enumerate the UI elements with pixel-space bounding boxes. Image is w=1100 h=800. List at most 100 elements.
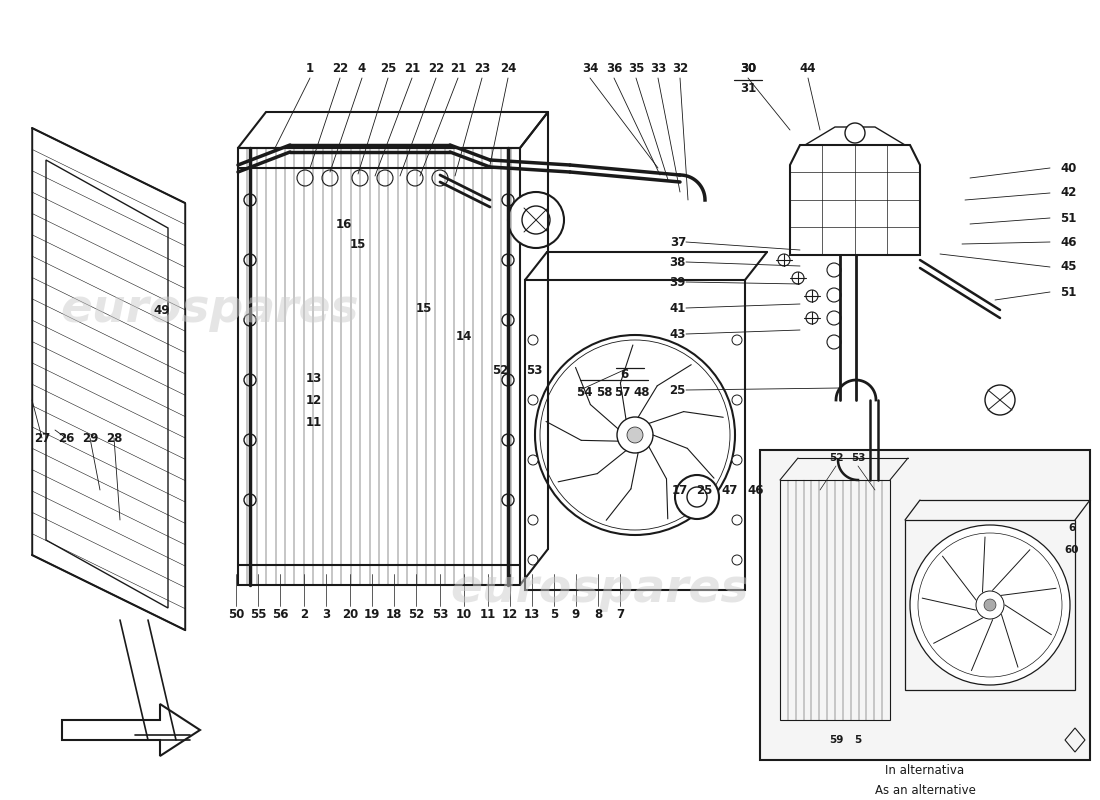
Circle shape [502,494,514,506]
Circle shape [732,335,742,345]
Circle shape [845,123,865,143]
Text: 2: 2 [300,607,308,621]
Text: 13: 13 [306,371,322,385]
Text: 25: 25 [696,483,712,497]
Circle shape [244,434,256,446]
Circle shape [627,427,644,443]
Circle shape [352,170,368,186]
Circle shape [827,335,842,349]
Circle shape [827,263,842,277]
Text: 52: 52 [408,607,425,621]
Text: 1: 1 [306,62,315,74]
Text: 18: 18 [386,607,403,621]
Text: 10: 10 [455,607,472,621]
Circle shape [732,455,742,465]
Circle shape [502,374,514,386]
Circle shape [508,192,564,248]
Text: 32: 32 [672,62,689,74]
Circle shape [297,170,313,186]
Text: 47: 47 [722,483,738,497]
Text: 25: 25 [379,62,396,74]
Circle shape [502,434,514,446]
Text: 12: 12 [502,607,518,621]
Text: 53: 53 [850,453,866,463]
Circle shape [407,170,424,186]
Text: 35: 35 [628,62,645,74]
Circle shape [244,254,256,266]
Text: 52: 52 [828,453,844,463]
Text: 4: 4 [358,62,366,74]
Text: 25: 25 [670,383,686,397]
Circle shape [827,311,842,325]
Text: 29: 29 [81,431,98,445]
Circle shape [522,206,550,234]
Text: 20: 20 [342,607,359,621]
Text: eurospares: eurospares [451,567,749,613]
Text: 11: 11 [306,415,322,429]
Text: 31: 31 [740,82,756,94]
Text: 51: 51 [1060,286,1077,298]
Text: 30: 30 [740,62,756,74]
Circle shape [806,312,818,324]
Text: 11: 11 [480,607,496,621]
Text: eurospares: eurospares [60,287,360,333]
Text: 38: 38 [670,255,686,269]
Circle shape [502,314,514,326]
Text: 56: 56 [272,607,288,621]
Circle shape [732,515,742,525]
Text: 6: 6 [620,369,628,382]
Text: 46: 46 [748,483,764,497]
Text: 59: 59 [828,735,844,745]
Text: 6: 6 [1068,523,1076,533]
Text: 36: 36 [606,62,623,74]
Text: 54: 54 [575,386,592,398]
Circle shape [528,515,538,525]
Text: 46: 46 [1060,235,1077,249]
Circle shape [528,455,538,465]
Text: 22: 22 [428,62,444,74]
Circle shape [778,254,790,266]
Text: 16: 16 [336,218,352,230]
Circle shape [984,599,996,611]
Text: 5: 5 [550,607,558,621]
Text: 49: 49 [154,303,170,317]
Text: 12: 12 [306,394,322,406]
Text: 19: 19 [364,607,381,621]
Circle shape [432,170,448,186]
Text: 60: 60 [1065,545,1079,555]
Circle shape [322,170,338,186]
Text: 28: 28 [106,431,122,445]
Text: As an alternative: As an alternative [874,783,976,797]
Text: 9: 9 [572,607,580,621]
Text: 41: 41 [670,302,686,314]
Text: In alternativa: In alternativa [886,763,965,777]
Text: 50: 50 [228,607,244,621]
Text: 53: 53 [432,607,448,621]
Text: 40: 40 [1060,162,1077,174]
Text: 15: 15 [416,302,432,314]
Circle shape [827,288,842,302]
Text: 21: 21 [404,62,420,74]
Circle shape [502,194,514,206]
Circle shape [688,487,707,507]
Text: 5: 5 [855,735,861,745]
Text: 33: 33 [650,62,667,74]
Circle shape [732,395,742,405]
Circle shape [244,314,256,326]
Circle shape [528,555,538,565]
Text: 13: 13 [524,607,540,621]
Text: 3: 3 [322,607,330,621]
Circle shape [244,194,256,206]
Text: 51: 51 [1060,211,1077,225]
Text: 27: 27 [34,431,51,445]
Text: 52: 52 [492,363,508,377]
Text: 17: 17 [672,483,689,497]
Circle shape [984,385,1015,415]
Text: 14: 14 [455,330,472,342]
Text: 44: 44 [800,62,816,74]
Text: 53: 53 [526,363,542,377]
Circle shape [528,395,538,405]
Text: 22: 22 [332,62,348,74]
Text: 37: 37 [670,235,686,249]
Bar [760,450,1090,760]
